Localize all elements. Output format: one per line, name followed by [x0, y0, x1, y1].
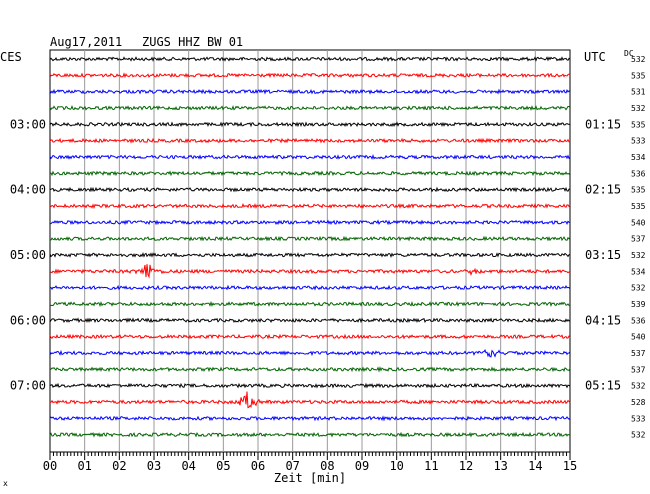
seismic-trace-8 [49, 170, 571, 177]
right-time-label: 03:15 [585, 248, 621, 262]
left-time-label: 07:00 [10, 379, 46, 393]
left-time-label: 04:00 [10, 183, 46, 197]
seismic-trace-16 [49, 300, 571, 308]
seismic-trace-18 [49, 333, 571, 340]
x-tick-label: 09 [355, 459, 369, 473]
dc-offset-value: 534 [631, 267, 646, 276]
x-tick-label: 06 [251, 459, 265, 473]
dc-offset-value: 528 [631, 398, 646, 407]
corner-mark: x [3, 479, 8, 488]
dc-offset-value: 533 [631, 137, 646, 146]
dc-offset-value: 540 [631, 218, 646, 227]
dc-offset-value: 540 [631, 333, 646, 342]
seismic-trace-9 [49, 186, 571, 193]
seismic-trace-15 [49, 284, 571, 291]
dc-offset-value: 531 [631, 88, 646, 97]
dc-offset-value: 535 [631, 71, 646, 80]
dc-offset-value: 533 [631, 414, 646, 423]
dc-offset-value: 532 [631, 431, 646, 440]
x-tick-label: 15 [563, 459, 577, 473]
x-tick-label: 07 [285, 459, 299, 473]
seismic-trace-24 [49, 431, 570, 438]
dc-offset-value: 534 [631, 153, 646, 162]
seismic-trace-17 [49, 317, 571, 324]
dc-offset-value: 535 [631, 202, 646, 211]
dc-offset-value: 535 [631, 186, 646, 195]
seismic-trace-23 [49, 415, 571, 422]
dc-offset-value: 532 [631, 382, 646, 391]
x-tick-label: 14 [528, 459, 542, 473]
right-time-label: 05:15 [585, 379, 621, 393]
right-time-label: 01:15 [585, 117, 621, 131]
x-tick-label: 08 [320, 459, 334, 473]
left-timezone-label: CES [0, 50, 22, 64]
x-tick-label: 03 [147, 459, 161, 473]
seismic-trace-14 [49, 264, 571, 279]
x-tick-label: 11 [424, 459, 438, 473]
seismic-trace-10 [49, 202, 571, 210]
left-time-label: 05:00 [10, 248, 46, 262]
x-tick-label: 01 [77, 459, 91, 473]
plot-frame [49, 49, 571, 453]
seismic-trace-5 [49, 121, 571, 128]
dc-offset-value: 535 [631, 120, 646, 129]
seismic-trace-22 [49, 391, 571, 409]
right-time-label: 04:15 [585, 313, 621, 327]
time-label-group: 03:00 04:00 05:00 06:00 07:00 01:15 02:15 03:15… [10, 117, 621, 392]
plot-grid [49, 49, 571, 453]
x-tick-label: 05 [216, 459, 230, 473]
dc-offset-value: 532 [631, 284, 646, 293]
dc-offset-value: 537 [631, 235, 646, 244]
x-tick-label: 00 [43, 459, 57, 473]
seismic-trace-7 [49, 154, 571, 160]
chart-title-date: Aug17,2011 [50, 35, 122, 49]
dc-offset-value: 539 [631, 300, 646, 309]
x-axis-label: Zeit [min] [274, 471, 346, 485]
x-tick-label: 02 [112, 459, 126, 473]
seismic-trace-3 [49, 88, 571, 95]
left-time-label: 03:00 [10, 117, 46, 131]
seismic-trace-19 [49, 348, 571, 358]
seismic-trace-11 [50, 219, 571, 226]
chart-title-station: ZUGS HHZ BW 01 [142, 35, 243, 49]
trace-group [49, 56, 571, 438]
dc-offset-value: 536 [631, 169, 646, 178]
x-tick-label: 12 [459, 459, 473, 473]
seismic-trace-2 [49, 72, 571, 79]
x-tick-label: 13 [493, 459, 507, 473]
seismic-trace-1 [49, 56, 571, 62]
dc-offset-group: 532 535 531 532 535 533 534 536 535 535 540 537 532 5… [631, 55, 646, 440]
dc-offset-value: 537 [631, 349, 646, 358]
right-time-label: 02:15 [585, 183, 621, 197]
seismic-trace-20 [49, 366, 571, 373]
left-time-label: 06:00 [10, 313, 46, 327]
dc-offset-value: 532 [631, 104, 646, 113]
seismic-trace-13 [49, 252, 570, 259]
right-timezone-label: UTC [584, 50, 606, 64]
dc-offset-value: 536 [631, 316, 646, 325]
dc-offset-value: 532 [631, 55, 646, 64]
seismic-trace-4 [49, 105, 571, 111]
x-tick-label: 04 [181, 459, 195, 473]
x-axis: 00 01 02 03 04 05 06 07 08 09 10 11 12 13 14 15 [43, 452, 577, 473]
dc-offset-header: DC [624, 49, 634, 58]
dc-offset-value: 532 [631, 251, 646, 260]
seismic-trace-12 [49, 235, 571, 242]
seismic-trace-6 [49, 137, 571, 144]
dc-offset-value: 537 [631, 365, 646, 374]
seismic-trace-21 [49, 382, 571, 389]
x-tick-label: 10 [389, 459, 403, 473]
